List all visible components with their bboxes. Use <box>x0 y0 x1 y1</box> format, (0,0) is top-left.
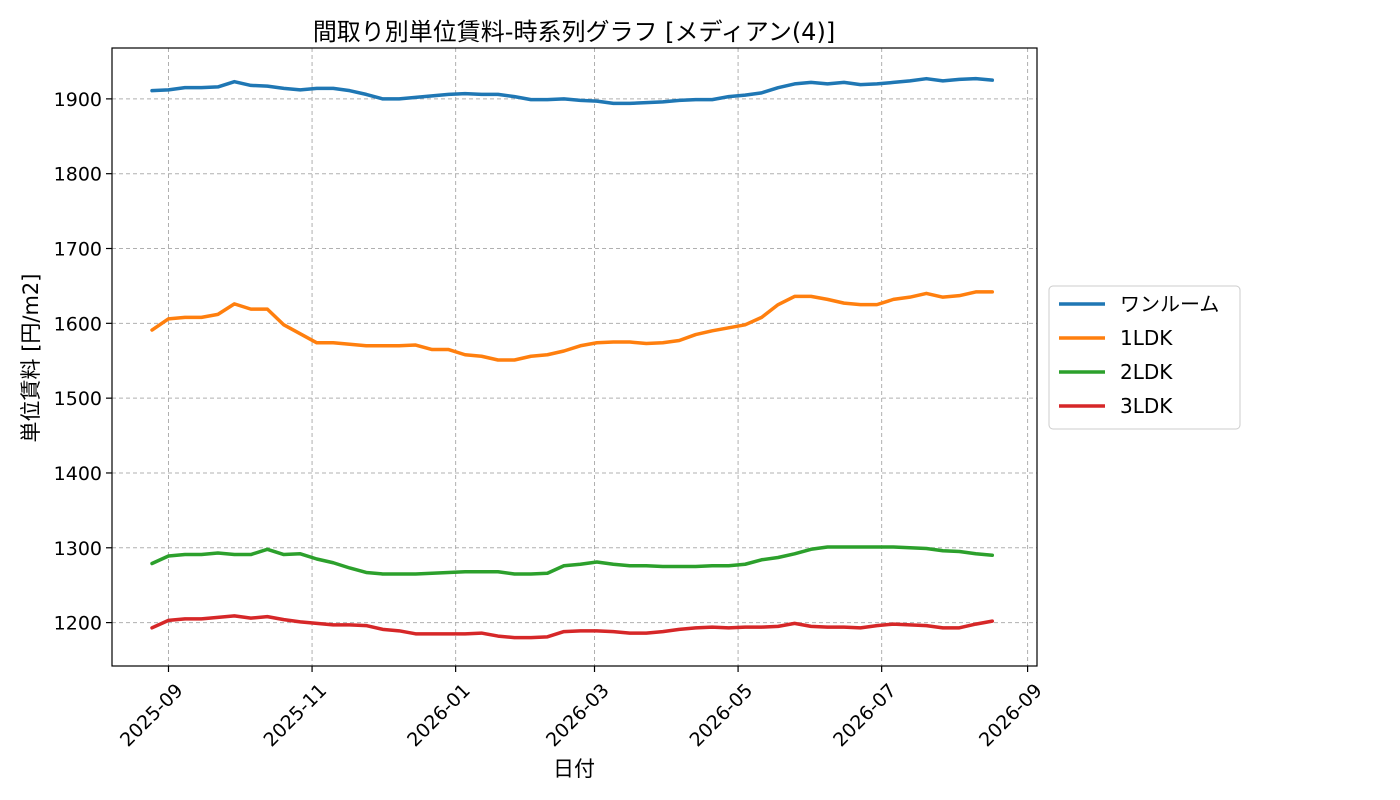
y-tick-label: 1300 <box>54 538 102 560</box>
y-axis-label: 単位賃料 [円/m2] <box>19 274 43 443</box>
plot-frame <box>111 47 1038 667</box>
y-tick-label: 1400 <box>54 463 102 485</box>
legend-label-1: 1LDK <box>1120 326 1173 350</box>
legend-box <box>1048 285 1241 430</box>
series-line-1 <box>150 290 995 362</box>
y-tick-label: 1600 <box>54 313 102 335</box>
y-tick-label: 1500 <box>54 388 102 410</box>
legend: ワンルーム 1LDK 2LDK 3LDK <box>1048 285 1241 430</box>
y-tick-label: 1200 <box>54 613 102 635</box>
series-line-3 <box>150 614 995 640</box>
legend-label-3: 3LDK <box>1120 394 1173 418</box>
series-line-0 <box>150 76 995 106</box>
chart-title: 間取り別単位賃料-時系列グラフ [メディアン(4)] <box>313 18 835 46</box>
y-tick-label: 1700 <box>54 239 102 261</box>
series-lines <box>150 76 995 640</box>
series-line-2 <box>150 545 995 576</box>
x-axis-label: 日付 <box>553 757 595 781</box>
y-tick-label: 1900 <box>54 89 102 111</box>
legend-label-2: 2LDK <box>1120 360 1173 384</box>
legend-label-0: ワンルーム <box>1120 292 1219 316</box>
y-tick-label: 1800 <box>54 164 102 186</box>
